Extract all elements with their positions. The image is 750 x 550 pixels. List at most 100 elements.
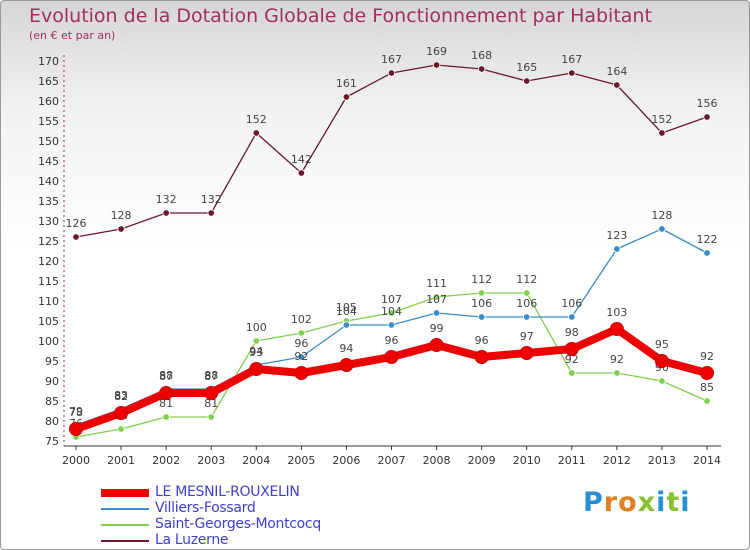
series-point bbox=[703, 397, 711, 405]
x-tick-label: 2010 bbox=[513, 454, 541, 467]
series-point bbox=[703, 113, 711, 121]
data-label: 164 bbox=[606, 65, 627, 78]
data-label: 98 bbox=[565, 326, 579, 339]
data-label: 105 bbox=[336, 301, 357, 314]
series-point bbox=[342, 93, 351, 101]
data-label: 92 bbox=[565, 353, 579, 366]
series-point bbox=[477, 289, 486, 297]
series-point bbox=[703, 249, 711, 257]
x-tick-label: 2004 bbox=[242, 454, 270, 467]
chart-title: Evolution de la Dotation Globale de Fonc… bbox=[29, 5, 652, 27]
series-point bbox=[387, 309, 396, 317]
series-point bbox=[429, 338, 444, 352]
data-label: 107 bbox=[381, 293, 402, 306]
data-label: 81 bbox=[204, 397, 218, 410]
data-label: 167 bbox=[381, 53, 402, 66]
y-tick-label: 140 bbox=[38, 175, 59, 188]
data-label: 123 bbox=[606, 229, 627, 242]
data-label: 104 bbox=[336, 305, 357, 318]
data-label: 83 bbox=[114, 389, 128, 402]
brand-logo: Proxiti bbox=[583, 487, 691, 518]
y-tick-label: 105 bbox=[38, 315, 59, 328]
y-tick-label: 95 bbox=[45, 355, 59, 368]
x-tick-label: 2005 bbox=[287, 454, 315, 467]
series-point bbox=[207, 209, 215, 217]
data-label: 92 bbox=[610, 353, 624, 366]
series-point bbox=[523, 77, 531, 85]
data-label: 92 bbox=[294, 350, 308, 363]
series-point bbox=[252, 337, 260, 345]
y-tick-label: 80 bbox=[45, 415, 59, 428]
data-label: 94 bbox=[339, 342, 353, 355]
x-tick-label: 2014 bbox=[693, 454, 721, 467]
series-point bbox=[162, 209, 170, 217]
legend-swatch bbox=[101, 508, 149, 510]
y-tick-label: 75 bbox=[45, 435, 59, 448]
series-point bbox=[162, 413, 170, 421]
brand-letter: o bbox=[618, 487, 638, 518]
data-label: 96 bbox=[385, 334, 399, 347]
brand-letter: P bbox=[583, 487, 604, 518]
brand-letter: t bbox=[666, 487, 681, 518]
series-point bbox=[519, 346, 534, 360]
y-tick-label: 150 bbox=[38, 135, 59, 148]
series-point bbox=[658, 129, 666, 137]
brand-letter: i bbox=[656, 487, 667, 518]
x-tick-label: 2000 bbox=[62, 454, 90, 467]
data-label: 94 bbox=[249, 345, 263, 358]
data-label: 106 bbox=[516, 297, 537, 310]
series-point bbox=[432, 309, 441, 317]
legend-swatch bbox=[101, 540, 149, 542]
legend-item: La Luzerne bbox=[101, 532, 421, 549]
series-point bbox=[658, 377, 666, 385]
y-tick-label: 130 bbox=[38, 215, 59, 228]
series-line bbox=[75, 64, 708, 238]
legend-item: Saint-Georges-Montcocq bbox=[101, 516, 421, 533]
data-label: 96 bbox=[294, 337, 308, 350]
y-tick-label: 170 bbox=[38, 55, 59, 68]
data-label: 93 bbox=[249, 346, 263, 359]
data-label: 106 bbox=[561, 297, 582, 310]
data-label: 88 bbox=[159, 369, 173, 382]
series-point bbox=[297, 329, 306, 337]
y-tick-label: 160 bbox=[38, 95, 59, 108]
legend-label: Saint-Georges-Montcocq bbox=[155, 516, 321, 532]
data-label: 95 bbox=[655, 338, 669, 351]
data-label: 99 bbox=[430, 322, 444, 335]
y-tick-label: 155 bbox=[38, 115, 59, 128]
data-label: 82 bbox=[114, 390, 128, 403]
brand-letter: x bbox=[637, 487, 657, 518]
y-tick-label: 100 bbox=[38, 335, 59, 348]
series-point bbox=[568, 313, 576, 321]
x-tick-label: 2006 bbox=[332, 454, 360, 467]
series-point bbox=[69, 422, 83, 436]
series-point bbox=[117, 225, 125, 233]
series-point bbox=[249, 362, 264, 376]
data-label: 96 bbox=[475, 334, 489, 347]
y-tick-label: 165 bbox=[38, 75, 59, 88]
y-tick-label: 85 bbox=[45, 395, 59, 408]
data-label: 169 bbox=[426, 45, 447, 58]
y-tick-label: 110 bbox=[38, 295, 59, 308]
data-label: 81 bbox=[159, 397, 173, 410]
data-label: 102 bbox=[291, 313, 312, 326]
data-label: 87 bbox=[159, 370, 173, 383]
series-point bbox=[159, 386, 174, 400]
data-label: 97 bbox=[520, 330, 534, 343]
data-label: 106 bbox=[471, 297, 492, 310]
series-point bbox=[523, 313, 531, 321]
data-label: 88 bbox=[204, 369, 218, 382]
series-point bbox=[523, 289, 531, 297]
data-label: 92 bbox=[700, 350, 714, 363]
series-point bbox=[432, 293, 441, 301]
series-point bbox=[613, 245, 621, 253]
data-label: 111 bbox=[426, 277, 447, 290]
data-label: 112 bbox=[471, 273, 492, 286]
series-point bbox=[609, 322, 624, 336]
brand-letter: i bbox=[680, 487, 691, 518]
data-label: 78 bbox=[69, 406, 83, 419]
data-label: 103 bbox=[606, 306, 627, 319]
data-label: 161 bbox=[336, 77, 357, 90]
